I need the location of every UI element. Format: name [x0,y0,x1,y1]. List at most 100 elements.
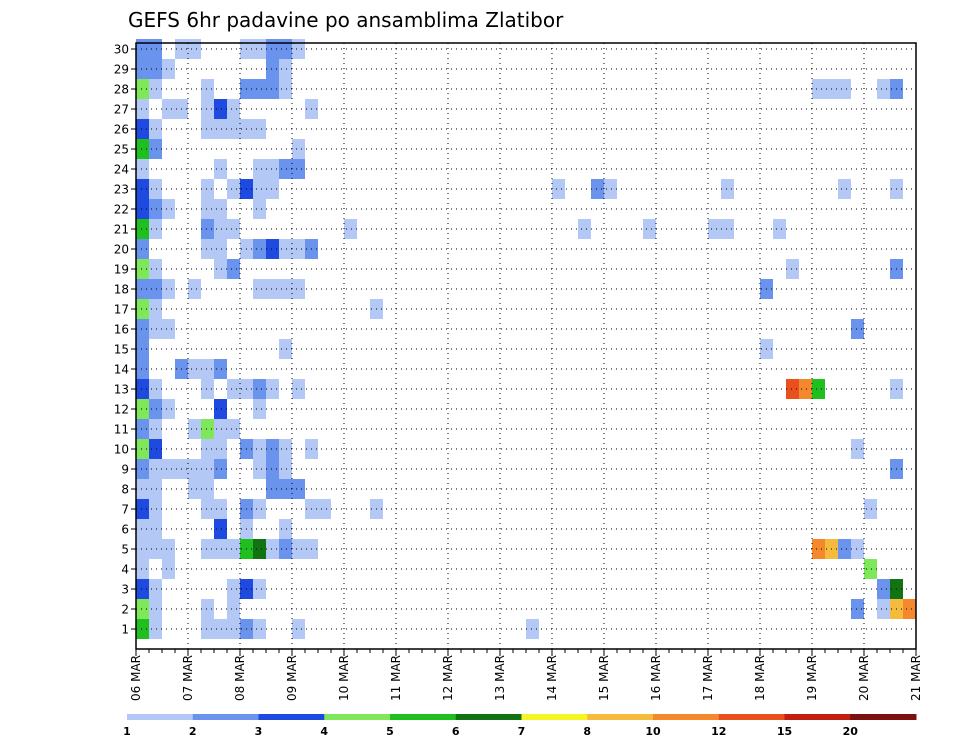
heatmap-cell [188,359,201,379]
heatmap-cell [188,459,201,479]
heatmap-cell [149,619,162,639]
heatmap-cell [552,179,565,199]
heatmap-cell [149,379,162,399]
heatmap-cell [266,39,279,59]
heatmap-cell [136,139,149,159]
heatmap-cell [279,439,292,459]
heatmap-cell [136,519,149,539]
heatmap-cell [149,59,162,79]
heatmap-cell [149,399,162,419]
heatmap-cell [227,179,240,199]
heatmap-cell [214,259,227,279]
heatmap-cell [214,99,227,119]
legend-label: 7 [518,725,526,738]
heatmap-cell [201,439,214,459]
heatmap-cell [136,299,149,319]
heatmap-cell [162,199,175,219]
y-tick-label: 27 [114,103,129,117]
heatmap-cell [149,119,162,139]
heatmap-cell [266,239,279,259]
heatmap-cell [578,219,591,239]
heatmap-cell [253,619,266,639]
heatmap-cell [786,259,799,279]
heatmap-cell [227,259,240,279]
y-tick-label: 25 [114,143,129,157]
legend-swatch [258,714,325,720]
heatmap-cell [279,79,292,99]
heatmap-cell [149,319,162,339]
heatmap-cell [214,359,227,379]
heatmap-cell [162,319,175,339]
color-legend: 1 2 3 4 5 6 7 8 10 12 15 20 [123,714,917,738]
heatmap-cell [266,79,279,99]
heatmap-cell [253,239,266,259]
x-tick-label: 15 MAR [597,655,611,701]
heatmap-cell [149,479,162,499]
heatmap-cell [136,379,149,399]
heatmap-cell [214,459,227,479]
x-tick-label: 08 MAR [233,655,247,701]
heatmap-cell [136,99,149,119]
heatmap-cell [877,79,890,99]
x-tick-label: 21 MAR [909,655,923,701]
y-tick-label: 19 [114,263,129,277]
heatmap-cell [344,219,357,239]
heatmap-cell [214,159,227,179]
heatmap-cell [318,499,331,519]
heatmap-cell [266,379,279,399]
heatmap-cell [214,119,227,139]
heatmap-cell [188,39,201,59]
legend-label: 4 [320,725,328,738]
heatmap-cell [162,279,175,299]
heatmap-cell [201,179,214,199]
heatmap-cell [279,59,292,79]
heatmap-cell [149,599,162,619]
heatmap-cell [253,199,266,219]
heatmap-cell [201,619,214,639]
legend-swatch [784,714,851,720]
heatmap-cell [253,579,266,599]
heatmap-cell [279,279,292,299]
heatmap-cell [266,279,279,299]
heatmap-cell [266,159,279,179]
heatmap-cell [149,199,162,219]
heatmap-cell [136,479,149,499]
y-tick-label: 16 [114,323,129,337]
legend-swatch [587,714,654,720]
y-tick-label: 1 [121,623,129,637]
heatmap-cell [786,379,799,399]
heatmap-cell [136,119,149,139]
heatmap-cell [266,439,279,459]
heatmap-cell [292,479,305,499]
heatmap-cell [279,159,292,179]
heatmap-cell [149,299,162,319]
heatmap-cell [136,199,149,219]
legend-label: 2 [189,725,197,738]
heatmap-cell [773,219,786,239]
x-tick-label: 20 MAR [857,655,871,701]
heatmap-cell [149,579,162,599]
heatmap-cell [526,619,539,639]
heatmap-cell [162,559,175,579]
heatmap-cell [877,579,890,599]
heatmap-cell [214,519,227,539]
heatmap-cell [162,539,175,559]
heatmap-cell [851,599,864,619]
heatmap-cell [253,39,266,59]
heatmap-cell [136,439,149,459]
heatmap-cell [851,439,864,459]
heatmap-cell [214,219,227,239]
heatmap-cell [149,219,162,239]
heatmap-cell [201,419,214,439]
heatmap-cell [214,199,227,219]
heatmap-cell [721,219,734,239]
y-axis: 1234567891011121314151617181920212223242… [114,43,136,637]
y-tick-label: 10 [114,443,129,457]
heatmap-cell [721,179,734,199]
heatmap-cell [292,159,305,179]
heatmap-cell [227,619,240,639]
heatmap-cell [188,279,201,299]
heatmap-cell [149,519,162,539]
heatmap-cell [214,439,227,459]
y-tick-label: 4 [121,563,129,577]
